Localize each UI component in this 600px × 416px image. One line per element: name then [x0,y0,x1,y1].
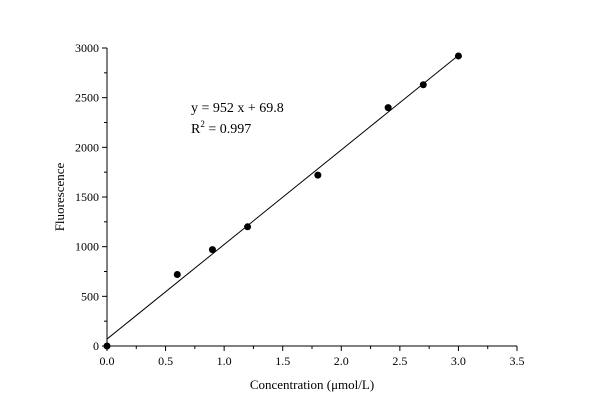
data-point [384,104,392,112]
y-tick-label: 1000 [75,240,99,254]
y-tick-label: 3000 [75,41,99,55]
y-tick-label: 500 [81,289,99,303]
data-point [173,270,181,278]
r-squared: R2 = 0.997 [191,119,251,137]
data-point [454,52,462,60]
data-point [419,81,427,89]
data-points [103,52,462,350]
x-tick-label: 0.5 [158,354,173,368]
x-tick-label: 3.5 [510,354,525,368]
r2-prefix: R [191,122,201,137]
data-point [208,246,216,254]
x-axis-label: Concentration (μmol/L) [250,377,374,392]
fit-line [106,54,459,340]
axes: 0.0 0.5 1.0 1.5 2.0 2.5 3.0 3.5 0 500 1000 1500 2000… [75,41,525,368]
x-tick-label: 3.0 [451,354,466,368]
x-tick-label: 2.0 [334,354,349,368]
y-tick-label: 0 [93,339,99,353]
y-tick-label: 2500 [75,91,99,105]
x-tick-label: 2.5 [392,354,407,368]
r2-value: = 0.997 [205,122,251,137]
fit-equation: y = 952 x + 69.8 [191,101,284,116]
y-axis-label: Fluorescence [52,162,67,231]
data-point [244,223,252,231]
y-tick-label: 2000 [75,140,99,154]
r2-sup: 2 [200,119,205,129]
data-point [103,342,111,350]
y-tick-label: 1500 [75,190,99,204]
data-point [314,171,322,179]
x-tick-label: 0.0 [100,354,115,368]
x-tick-label: 1.0 [217,354,232,368]
x-tick-label: 1.5 [275,354,290,368]
